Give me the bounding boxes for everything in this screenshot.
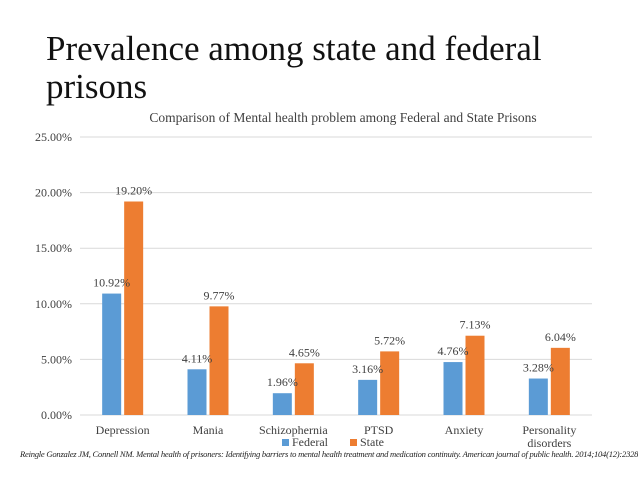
legend-entry: State xyxy=(360,435,384,449)
y-tick-label: 20.00% xyxy=(35,186,72,200)
federal-bar xyxy=(443,362,463,415)
y-tick-label: 10.00% xyxy=(35,297,72,311)
y-tick-label: 15.00% xyxy=(35,241,72,255)
data-label: 7.13% xyxy=(460,318,491,332)
data-label: 4.11% xyxy=(182,351,213,365)
legend-swatch xyxy=(350,439,357,446)
y-tick-label: 5.00% xyxy=(41,352,72,366)
data-label: 19.20% xyxy=(115,183,152,197)
x-tick-label: disorders xyxy=(527,436,571,450)
x-tick-label: Mania xyxy=(193,423,224,437)
federal-bar xyxy=(272,393,292,415)
x-tick-label: Personality xyxy=(522,423,576,437)
y-axis: 0.00% 5.00% 10.00% 15.00% 20.00% 25.00% xyxy=(35,130,72,422)
x-tick-label: Anxiety xyxy=(445,423,484,437)
x-axis: Depression Mania Schizophernia PTSD Anxiety P… xyxy=(96,423,577,450)
state-bar xyxy=(465,335,485,415)
state-bar xyxy=(380,351,400,415)
data-label: 4.76% xyxy=(438,344,469,358)
y-tick-label: 0.00% xyxy=(41,408,72,422)
x-tick-label: PTSD xyxy=(364,423,394,437)
y-tick-label: 25.00% xyxy=(35,130,72,144)
data-label: 5.72% xyxy=(374,333,405,347)
citation: Reingle Gonzalez JM, Connell NM. Mental … xyxy=(20,449,638,459)
federal-bar xyxy=(528,378,548,415)
state-bar xyxy=(294,363,314,415)
chart-title: Comparison of Mental health problem amon… xyxy=(149,110,536,125)
data-label: 3.28% xyxy=(523,361,554,375)
legend-swatch xyxy=(282,439,289,446)
federal-bar xyxy=(358,379,378,415)
legend: Federal State xyxy=(282,435,384,449)
data-label: 10.92% xyxy=(93,276,130,290)
bars xyxy=(102,201,570,415)
federal-bar xyxy=(187,369,207,415)
data-label: 3.16% xyxy=(352,362,383,376)
data-label: 4.65% xyxy=(289,345,320,359)
x-tick-label: Schizophernia xyxy=(259,423,328,437)
state-bar xyxy=(209,306,229,415)
data-labels: 10.92% 19.20% 4.11% 9.77% 1.96% 4.65% 3.16% 5.7… xyxy=(93,183,576,389)
data-label: 9.77% xyxy=(204,288,235,302)
legend-entry: Federal xyxy=(292,435,329,449)
x-tick-label: Depression xyxy=(96,423,150,437)
gridlines xyxy=(80,136,592,416)
federal-bar xyxy=(102,293,122,415)
state-bar xyxy=(124,201,144,415)
data-label: 1.96% xyxy=(267,375,298,389)
slide-title: Prevalence among state and federal priso… xyxy=(46,29,542,106)
data-label: 6.04% xyxy=(545,330,576,344)
state-bar xyxy=(550,347,570,415)
